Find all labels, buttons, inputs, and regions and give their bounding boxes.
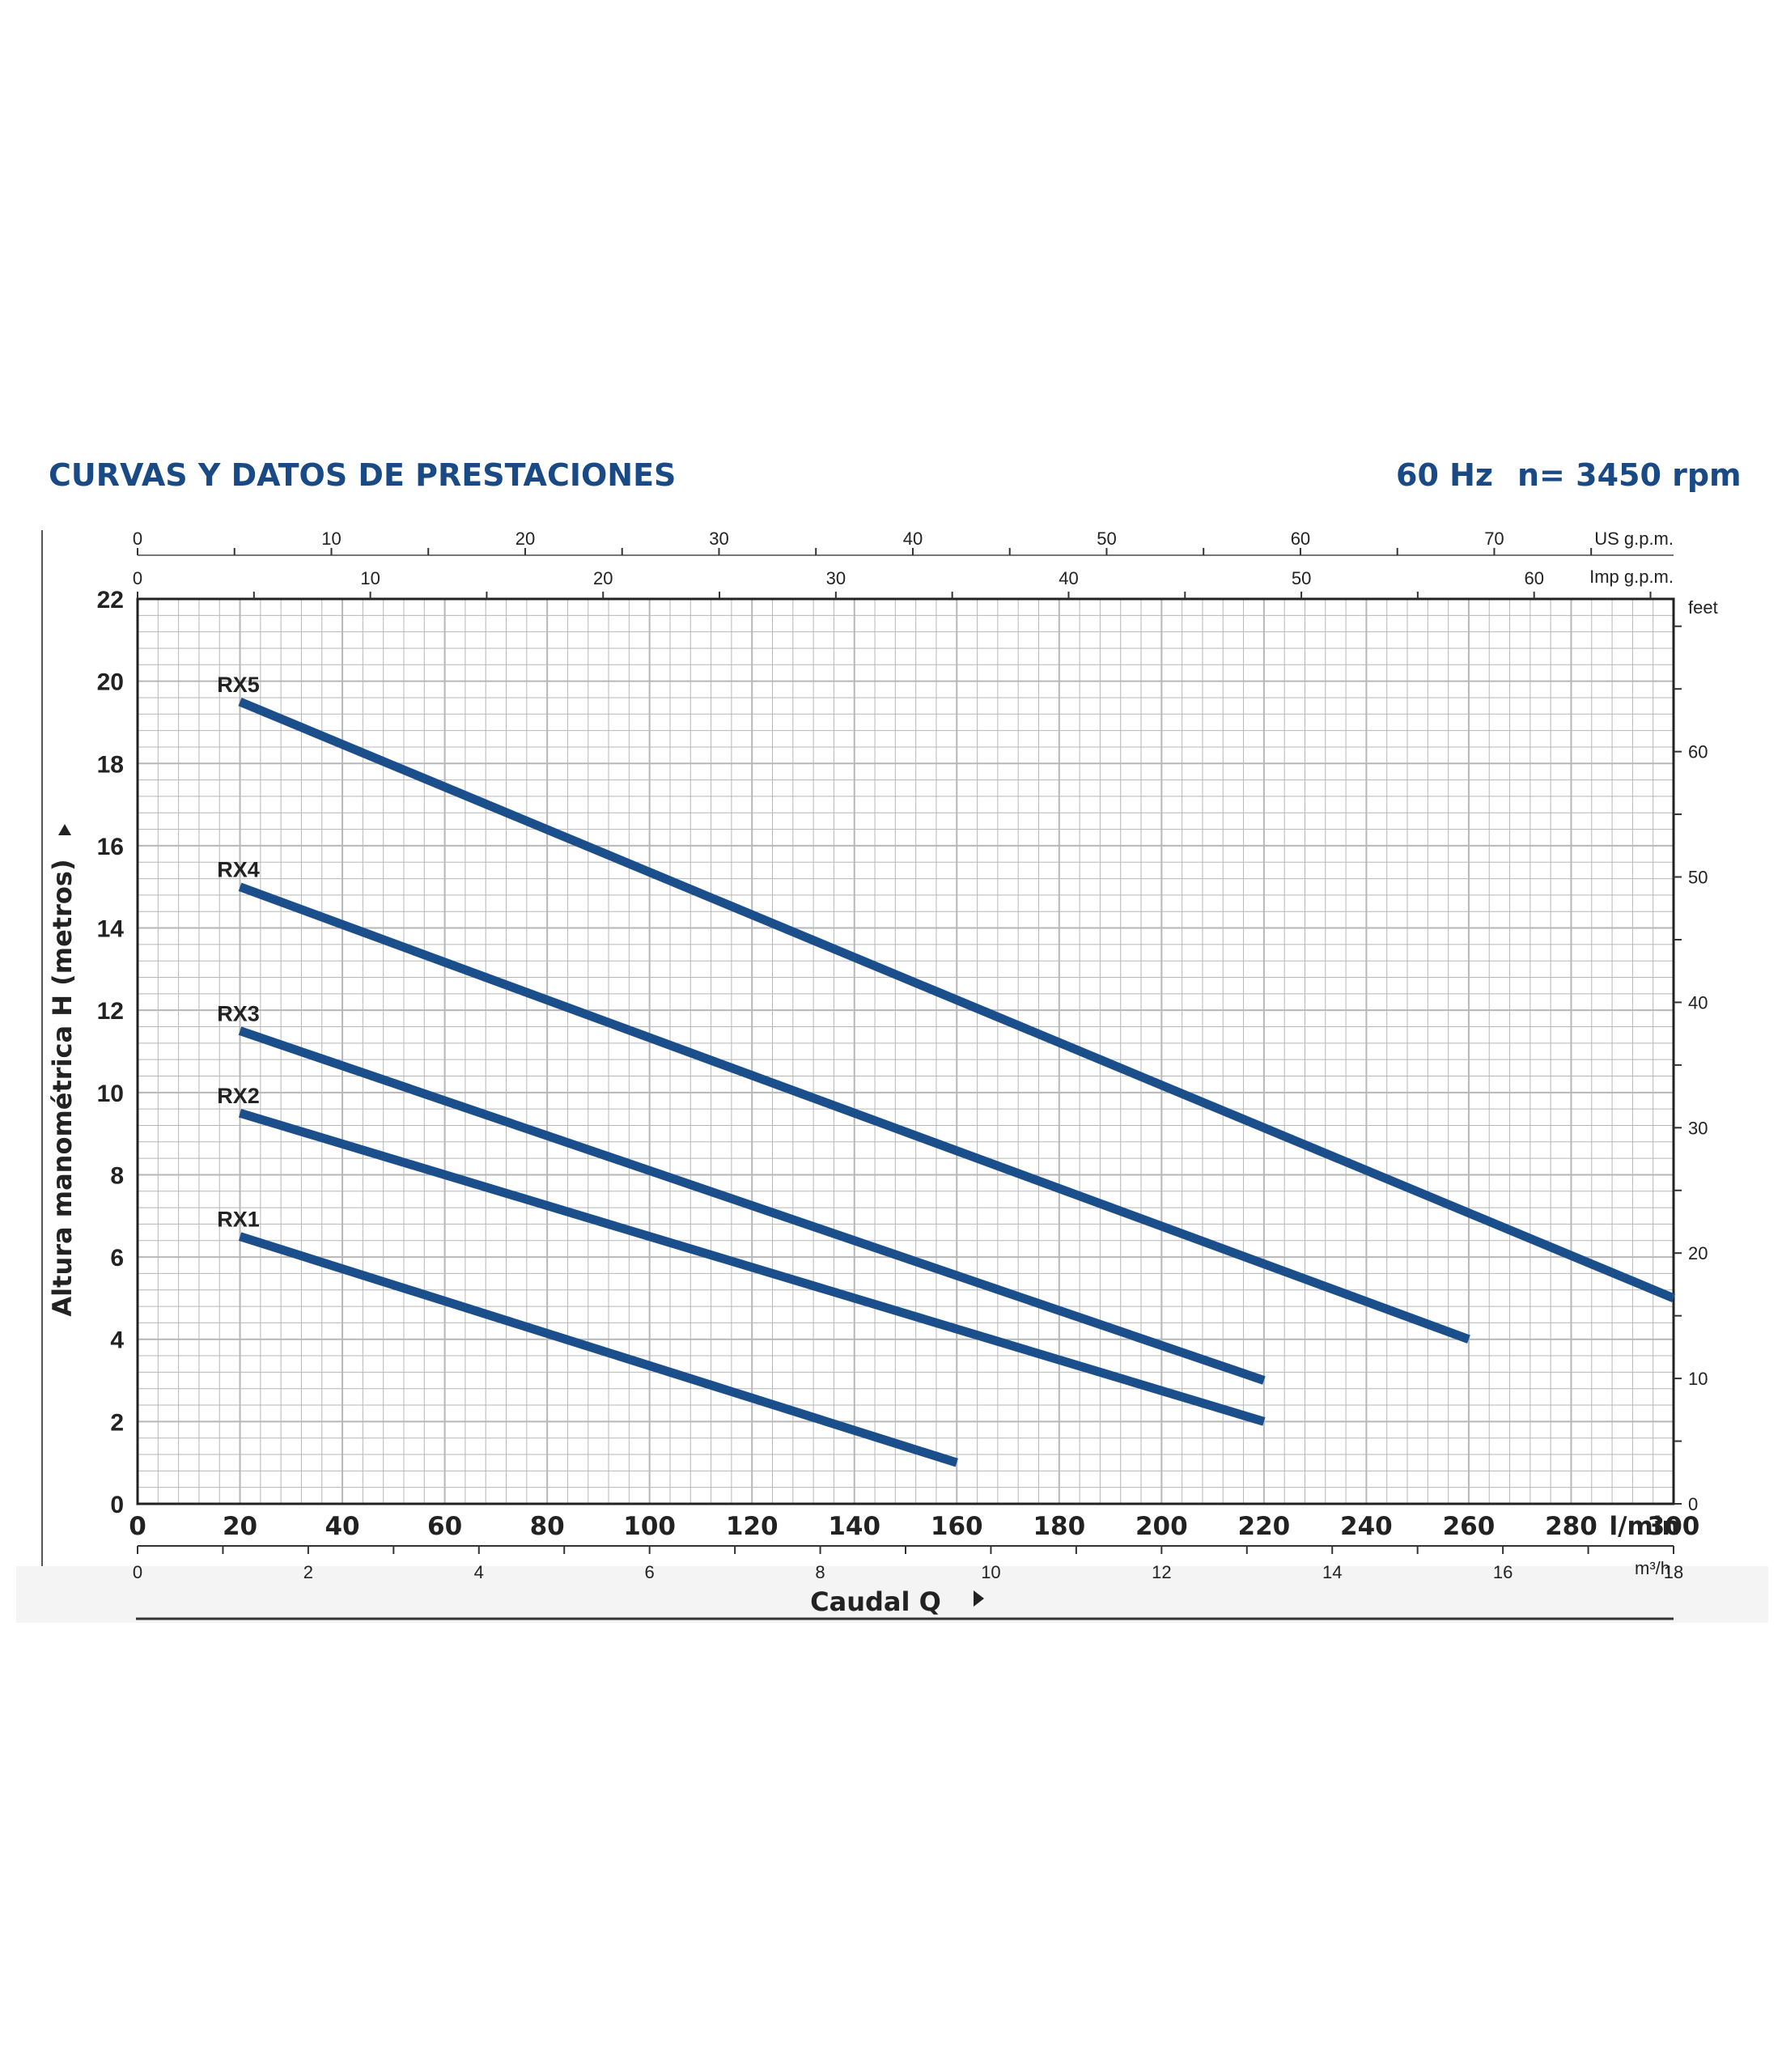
x-axis-label: Caudal Q (810, 1586, 941, 1617)
usgpm-tick-label: 30 (709, 529, 728, 549)
usgpm-tick-label: 10 (321, 529, 341, 549)
x-tick-label: 80 (530, 1512, 565, 1541)
curve-label-rx3: RX3 (217, 1002, 260, 1026)
m3h-tick-label: 4 (474, 1562, 484, 1582)
feet-tick-label: 30 (1688, 1118, 1708, 1138)
feet-tick-label: 20 (1688, 1243, 1708, 1263)
curve-rx2 (238, 1108, 1266, 1426)
impgpm-tick-label: 60 (1524, 568, 1543, 588)
usgpm-tick-label: 50 (1097, 529, 1116, 549)
m3h-tick-label: 8 (815, 1562, 825, 1582)
m3h-tick-label: 16 (1493, 1562, 1513, 1582)
y-tick-label: 10 (97, 1081, 124, 1107)
feet-tick-label: 50 (1688, 868, 1708, 888)
m3h-tick-label: 10 (981, 1562, 1000, 1582)
curve-rx1 (238, 1232, 958, 1467)
impgpm-tick-label: 50 (1292, 568, 1311, 588)
impgpm-tick-label: 10 (360, 568, 380, 588)
y-tick-label: 8 (110, 1162, 124, 1189)
y-tick-label: 12 (97, 998, 124, 1025)
y-tick-label: 0 (110, 1492, 124, 1518)
x-tick-label: 120 (726, 1512, 779, 1541)
y-tick-label: 2 (110, 1409, 124, 1436)
y-tick-label: 16 (97, 834, 124, 860)
usgpm-tick-label: 40 (903, 529, 923, 549)
feet-tick-label: 0 (1688, 1494, 1698, 1514)
usgpm-tick-label: 20 (516, 529, 535, 549)
x-tick-label: 260 (1443, 1512, 1496, 1541)
speed-label: n= 3450 rpm (1517, 457, 1742, 493)
usgpm-tick-label: 70 (1484, 529, 1504, 549)
y-tick-label: 14 (97, 916, 125, 943)
x-tick-label: 20 (223, 1512, 257, 1541)
impgpm-unit-label: Imp g.p.m. (1589, 567, 1674, 587)
curve-rx5 (238, 697, 1676, 1302)
y-axis-label: Altura manométrica H (metros) (47, 859, 78, 1316)
x-tick-label: 100 (623, 1512, 676, 1541)
usgpm-tick-label: 60 (1291, 529, 1310, 549)
usgpm-unit-label: US g.p.m. (1594, 529, 1674, 549)
m3h-tick-label: 12 (1152, 1562, 1171, 1582)
y-tick-label: 18 (97, 751, 124, 778)
impgpm-tick-label: 0 (133, 568, 142, 588)
bottom-band (16, 1566, 1768, 1623)
x-tick-label: 220 (1238, 1512, 1291, 1541)
x-tick-label: 200 (1135, 1512, 1188, 1541)
m3h-tick-label: 14 (1322, 1562, 1342, 1582)
curve-label-rx5: RX5 (217, 673, 260, 697)
x-tick-label: 300 (1648, 1512, 1700, 1541)
y-axis-arrow-icon (58, 824, 71, 835)
curve-label-rx4: RX4 (217, 858, 260, 882)
x-axis-arrow-icon (974, 1590, 984, 1607)
x-unit-label: l/min (1610, 1512, 1680, 1541)
y-tick-label: 20 (97, 669, 124, 696)
curve-label-rx2: RX2 (217, 1084, 260, 1108)
curve-label-rx1: RX1 (217, 1208, 260, 1232)
impgpm-tick-label: 20 (593, 568, 613, 588)
frequency-label: 60 Hz (1396, 457, 1494, 493)
y-tick-label: 22 (97, 587, 124, 614)
m3h-tick-label: 18 (1664, 1562, 1683, 1582)
x-tick-label: 0 (129, 1512, 146, 1541)
x-tick-label: 140 (828, 1512, 880, 1541)
m3h-tick-label: 6 (645, 1562, 655, 1582)
feet-unit-label: feet (1688, 597, 1718, 618)
curve-rx3 (238, 1026, 1266, 1385)
feet-tick-label: 60 (1688, 742, 1708, 762)
x-tick-label: 280 (1545, 1512, 1597, 1541)
plot-frame (136, 597, 1675, 1505)
curve-rx4 (238, 882, 1470, 1344)
usgpm-tick-label: 0 (133, 529, 142, 549)
impgpm-tick-label: 30 (826, 568, 846, 588)
x-tick-label: 240 (1340, 1512, 1393, 1541)
x-tick-label: 180 (1033, 1512, 1085, 1541)
m3h-tick-label: 2 (303, 1562, 313, 1582)
x-tick-label: 160 (931, 1512, 983, 1541)
page-title: CURVAS Y DATOS DE PRESTACIONES (49, 457, 677, 493)
y-tick-label: 4 (110, 1327, 124, 1354)
feet-tick-label: 10 (1688, 1369, 1708, 1389)
feet-tick-label: 40 (1688, 992, 1708, 1013)
x-tick-label: 40 (325, 1512, 359, 1541)
m3h-tick-label: 0 (133, 1562, 142, 1582)
y-tick-label: 6 (110, 1245, 124, 1272)
x-tick-label: 60 (427, 1512, 462, 1541)
impgpm-tick-label: 40 (1059, 568, 1078, 588)
m3h-unit-label: m³/h (1635, 1558, 1670, 1578)
